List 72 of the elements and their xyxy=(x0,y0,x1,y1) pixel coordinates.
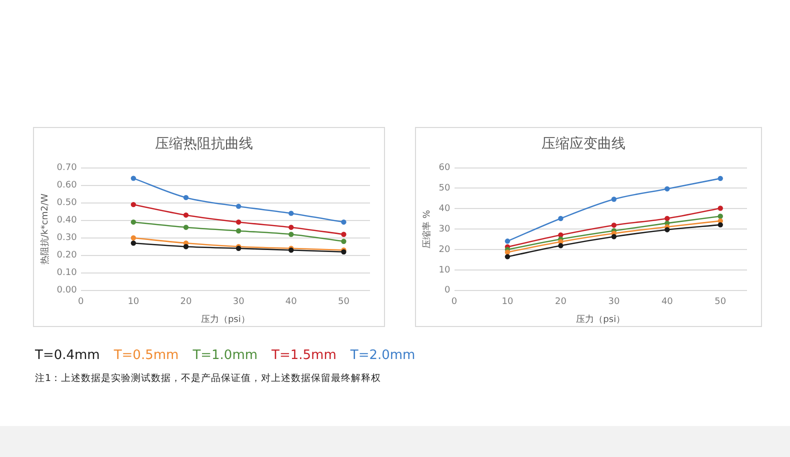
x-tick-label: 30 xyxy=(232,297,245,308)
point xyxy=(504,238,510,244)
x-tick-label: 20 xyxy=(180,297,192,308)
y-axis-title: 热阻抗/k*cm2/W xyxy=(40,193,51,265)
point xyxy=(664,216,670,222)
point xyxy=(718,206,723,211)
x-tick-label: 50 xyxy=(714,297,726,308)
chart-title: 压缩热阻抗曲线 xyxy=(155,136,253,152)
point xyxy=(288,210,294,216)
point xyxy=(341,232,346,237)
text: 注1：上述数据是实验测试数据，不是产品保证值，对上述数据保留最终解释权 xyxy=(35,372,382,385)
point xyxy=(611,222,617,228)
point xyxy=(718,214,723,219)
point xyxy=(718,176,723,182)
point xyxy=(504,250,510,255)
y-tick-label: 40 xyxy=(438,204,451,214)
y-tick-label: 0.10 xyxy=(56,268,78,278)
point xyxy=(236,219,242,225)
x-tick-label: 40 xyxy=(285,297,298,308)
chart-title: 压缩应变曲线 xyxy=(542,136,626,152)
y-tick-label: 30 xyxy=(438,224,451,234)
y-tick-label: 0.30 xyxy=(56,233,78,244)
point xyxy=(611,196,617,202)
point xyxy=(288,232,294,237)
point xyxy=(183,244,189,250)
point xyxy=(664,227,670,232)
text: T=2.0mm xyxy=(350,348,416,363)
x-axis-title: 压力（psi） xyxy=(200,314,250,325)
point xyxy=(130,202,136,208)
text: T=1.0mm xyxy=(192,348,258,363)
point xyxy=(130,176,136,181)
point xyxy=(236,228,242,234)
point xyxy=(288,224,294,230)
y-tick-label: 0 xyxy=(444,286,451,296)
y-tick-label: 10 xyxy=(438,265,451,276)
y-tick-label: 0.50 xyxy=(56,198,78,208)
y-tick-label: 0.00 xyxy=(56,286,78,296)
x-tick-label: 50 xyxy=(338,297,350,308)
point xyxy=(183,194,189,200)
y-tick-label: 20 xyxy=(438,244,451,255)
y-tick-label: 0.60 xyxy=(56,180,78,191)
y-tick-label: 50 xyxy=(438,184,451,194)
point xyxy=(504,254,510,260)
y-tick-label: 60 xyxy=(438,163,451,174)
x-tick-label: 30 xyxy=(608,297,620,308)
y-tick-label: 0.20 xyxy=(56,250,78,261)
point xyxy=(183,212,189,218)
point xyxy=(130,240,136,246)
x-tick-label: 0 xyxy=(451,297,458,308)
point xyxy=(130,219,136,225)
point xyxy=(130,235,136,240)
point xyxy=(341,219,346,225)
x-tick-label: 10 xyxy=(128,297,140,308)
point xyxy=(611,234,617,240)
text: T=0.4mm xyxy=(35,348,100,363)
x-tick-label: 10 xyxy=(502,297,514,308)
point xyxy=(718,222,723,228)
x-tick-label: 20 xyxy=(554,297,567,308)
y-tick-label: 0.40 xyxy=(56,216,78,226)
x-tick-label: 0 xyxy=(78,297,84,308)
point xyxy=(183,224,189,230)
point xyxy=(341,238,346,244)
point xyxy=(558,243,564,248)
x-axis-title: 压力（psi） xyxy=(576,314,626,325)
text: T=0.5mm xyxy=(114,348,179,363)
text: T=1.5mm xyxy=(272,348,336,363)
x-tick-label: 40 xyxy=(661,297,674,308)
y-tick-label: 0.70 xyxy=(56,163,78,174)
y-axis-title: 压缩率 % xyxy=(422,209,433,248)
point xyxy=(558,216,564,222)
point xyxy=(236,204,242,209)
point xyxy=(664,186,670,192)
